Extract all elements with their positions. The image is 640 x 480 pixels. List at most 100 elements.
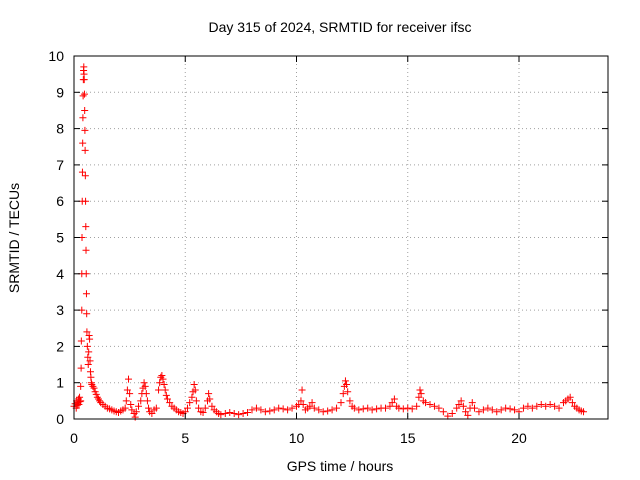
data-point [399,405,407,413]
data-point [408,405,416,413]
data-point [161,386,169,394]
data-point [468,399,476,407]
data-point [479,406,487,414]
y-axis-label: SRMTID / TECUs [6,183,22,293]
data-point [388,399,396,407]
data-point [230,410,238,418]
data-point [546,400,554,408]
data-point [270,406,278,414]
data-point [435,404,443,412]
data-point [195,404,203,412]
data-point [158,371,166,379]
data-point [261,408,269,416]
data-point [484,404,492,412]
data-point [83,328,91,336]
data-point [386,402,394,410]
data-point [85,348,93,356]
data-point [79,92,87,100]
data-point [566,393,574,401]
data-point [288,404,296,412]
data-point [299,400,307,408]
data-point [284,406,292,414]
x-tick-label: 20 [511,430,527,446]
data-point [131,413,139,421]
data-point [186,399,194,407]
data-point [84,353,92,361]
data-point [82,290,90,298]
y-tick-label: 8 [56,121,64,137]
y-tick-label: 6 [56,193,64,209]
data-point [143,397,151,405]
data-point [135,402,143,410]
data-point [551,402,559,410]
x-tick-label: 10 [289,430,305,446]
data-point [279,405,287,413]
data-point [533,402,541,410]
x-tick-label: 5 [181,430,189,446]
data-point [82,246,90,254]
x-axis-label: GPS time / hours [287,458,394,474]
data-point [221,410,229,418]
data-point [82,197,90,205]
data-point [248,406,256,414]
data-point [244,408,252,416]
data-point [81,126,89,134]
data-point [415,393,423,401]
data-point [453,404,461,412]
data-point [86,357,94,365]
data-point [382,404,389,412]
data-point [464,411,472,419]
data-point [81,106,89,114]
data-point [199,408,207,416]
data-point [125,375,133,383]
data-point [121,404,129,412]
data-point [315,406,323,414]
data-point [537,400,545,408]
data-point [239,410,247,418]
data-point [506,405,514,413]
data-point [83,310,91,318]
data-point [76,398,84,406]
data-point [84,361,92,369]
data-point [471,404,478,412]
data-point [137,397,145,405]
data-point [502,404,510,412]
data-point [163,395,171,403]
data-point [141,382,149,390]
data-point [96,397,104,405]
data-point [457,397,465,405]
data-point [206,395,214,403]
data-point [448,410,456,418]
x-tick-label: 0 [70,430,78,446]
data-point [462,408,470,416]
data-point [328,406,336,414]
data-point [82,270,90,278]
data-point [359,405,367,413]
data-point [81,146,89,154]
y-tick-label: 0 [56,411,64,427]
data-point [511,406,519,414]
data-point [413,402,421,410]
data-point [426,400,434,408]
axis-ticks: 0 1 2 3 4 5 6 7 8 9 10 0 5 10 15 20 [48,48,608,446]
data-point [208,402,216,410]
data-point [142,390,150,398]
data-point [145,404,153,412]
data-point [306,402,314,410]
y-tick-label: 9 [56,84,64,100]
data-point [298,386,306,394]
data-point [93,393,101,401]
data-point [123,386,131,394]
data-point [80,63,88,71]
y-tick-label: 2 [56,338,64,354]
data-point [368,406,376,414]
y-tick-label: 5 [56,230,64,246]
data-point [77,382,85,390]
data-point [94,395,102,403]
data-point [88,381,96,389]
data-point [324,407,332,415]
data-point [341,377,349,385]
data-point [201,404,209,412]
data-point [83,342,91,350]
data-point [333,404,341,412]
